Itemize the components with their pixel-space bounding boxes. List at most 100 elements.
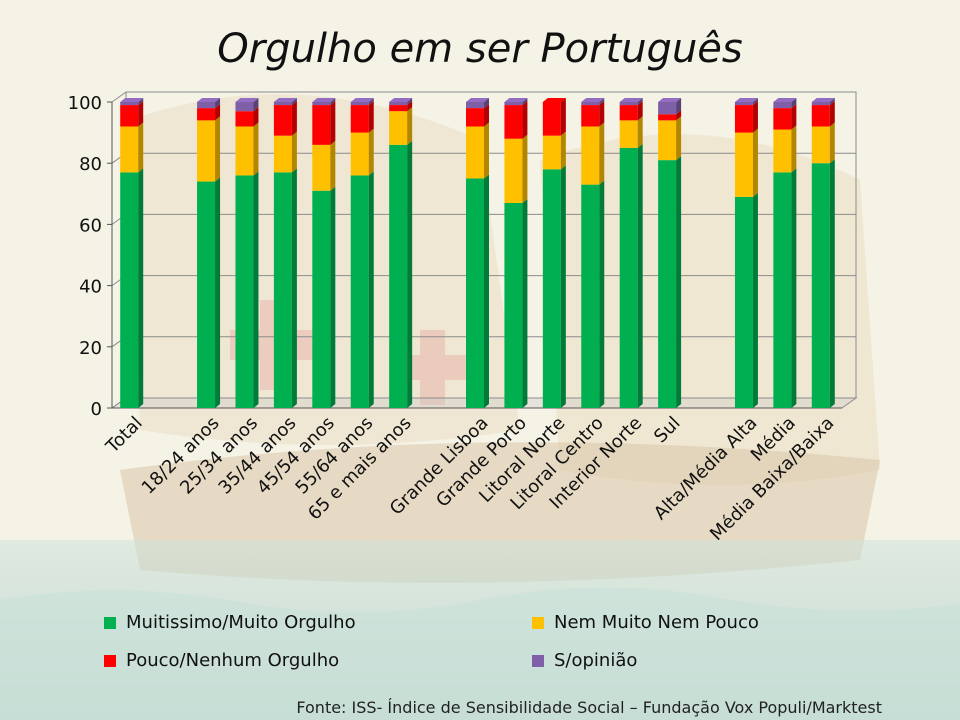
bar-face bbox=[466, 102, 484, 109]
bar-segment bbox=[273, 98, 297, 106]
bar-segment bbox=[235, 107, 259, 127]
bar-side bbox=[791, 125, 797, 173]
bar-segment bbox=[235, 98, 259, 112]
bar-top bbox=[389, 98, 413, 102]
bar-side bbox=[484, 122, 489, 179]
bar-segment bbox=[773, 125, 797, 173]
bar-face bbox=[542, 135, 561, 170]
bar-segment bbox=[504, 198, 528, 408]
bar-side bbox=[291, 131, 297, 173]
bar-top bbox=[581, 98, 605, 102]
bar-side bbox=[637, 116, 643, 148]
bar-segment bbox=[734, 128, 758, 197]
bar-side bbox=[215, 98, 221, 109]
bar-segment bbox=[273, 101, 297, 136]
bar-segment bbox=[120, 98, 144, 106]
bar-segment bbox=[504, 98, 528, 106]
bar-face bbox=[542, 169, 561, 408]
bar-segment bbox=[350, 171, 374, 408]
bar-segment bbox=[734, 192, 758, 408]
bar-side bbox=[791, 104, 797, 130]
bar-face bbox=[811, 126, 830, 164]
bar-side bbox=[829, 159, 835, 408]
bar-side bbox=[676, 156, 682, 408]
legend-label: Nem Muito Nem Pouco bbox=[554, 612, 759, 633]
bar-side bbox=[407, 98, 413, 106]
bar-face bbox=[389, 102, 408, 106]
bar-segment bbox=[773, 104, 797, 130]
bar-face bbox=[235, 126, 254, 176]
bar-segment bbox=[197, 104, 221, 121]
legend-item-nem-muito-nem-pouco: Nem Muito Nem Pouco bbox=[532, 612, 759, 633]
bar-side bbox=[291, 168, 297, 408]
bar-segment bbox=[235, 122, 259, 176]
bar-segment bbox=[658, 98, 682, 115]
bar-face bbox=[235, 102, 254, 112]
bar-face bbox=[619, 147, 638, 408]
bar-side bbox=[829, 122, 835, 164]
bar-segment bbox=[120, 101, 144, 127]
bar-segment bbox=[773, 168, 797, 408]
bar-face bbox=[658, 160, 677, 408]
bar-segment bbox=[658, 110, 682, 121]
axis-layer: 0 20 40 60 80 100 bbox=[68, 93, 842, 420]
bar-side bbox=[215, 104, 221, 121]
y-tick-label: 0 bbox=[91, 399, 102, 420]
bar-side bbox=[368, 101, 374, 133]
bar-face bbox=[581, 184, 600, 408]
bar-segment bbox=[811, 122, 835, 164]
bar-face bbox=[389, 111, 408, 145]
bar-face bbox=[235, 175, 254, 408]
bar-face bbox=[273, 135, 292, 173]
bar-segment bbox=[658, 116, 682, 161]
bar-side bbox=[407, 140, 413, 408]
y-tick-label: 80 bbox=[79, 154, 102, 175]
bar-segment bbox=[542, 165, 566, 408]
bar-segment bbox=[504, 134, 528, 203]
bar-face bbox=[235, 111, 254, 127]
bar-face bbox=[542, 102, 561, 136]
bar-face bbox=[389, 105, 408, 112]
bar-face bbox=[581, 105, 600, 127]
bar-top bbox=[235, 98, 259, 102]
bar-face bbox=[734, 102, 753, 106]
bar-segment bbox=[312, 140, 336, 191]
bar-face bbox=[120, 126, 139, 173]
bar-top bbox=[773, 98, 797, 102]
bar-segment bbox=[312, 98, 336, 106]
bar-top bbox=[273, 98, 297, 102]
bar-face bbox=[619, 102, 638, 106]
bar-side bbox=[752, 192, 758, 408]
bar-face bbox=[773, 102, 792, 109]
bar-segment bbox=[312, 186, 336, 408]
x-tick-label: Total bbox=[101, 413, 146, 458]
bar-top bbox=[658, 98, 682, 102]
bar-top bbox=[120, 98, 144, 102]
bar-side bbox=[330, 186, 336, 408]
bar-face bbox=[581, 126, 600, 185]
bar-face bbox=[773, 108, 792, 130]
bar-face bbox=[350, 105, 369, 133]
bar-face bbox=[466, 178, 484, 408]
bar-layer bbox=[120, 98, 835, 408]
bar-segment bbox=[389, 107, 413, 145]
bar-segment bbox=[504, 101, 528, 139]
legend-item-sem-opiniao: S/opinião bbox=[532, 650, 637, 671]
bar-segment bbox=[389, 98, 413, 106]
bar-side bbox=[253, 171, 259, 408]
bar-side bbox=[560, 131, 566, 170]
bar-face bbox=[197, 120, 216, 182]
gridline-side bbox=[111, 91, 127, 103]
bar-face bbox=[734, 196, 753, 408]
y-tick-label: 20 bbox=[79, 338, 102, 359]
bar-segment bbox=[197, 98, 221, 109]
x-tick-label: Sul bbox=[650, 413, 685, 448]
bar-segment bbox=[273, 168, 297, 408]
bar-top bbox=[350, 98, 374, 102]
chart-title: Orgulho em ser Português bbox=[217, 26, 743, 72]
bar-segment bbox=[811, 98, 835, 106]
bar-side bbox=[215, 116, 221, 182]
bar-face bbox=[504, 202, 523, 408]
